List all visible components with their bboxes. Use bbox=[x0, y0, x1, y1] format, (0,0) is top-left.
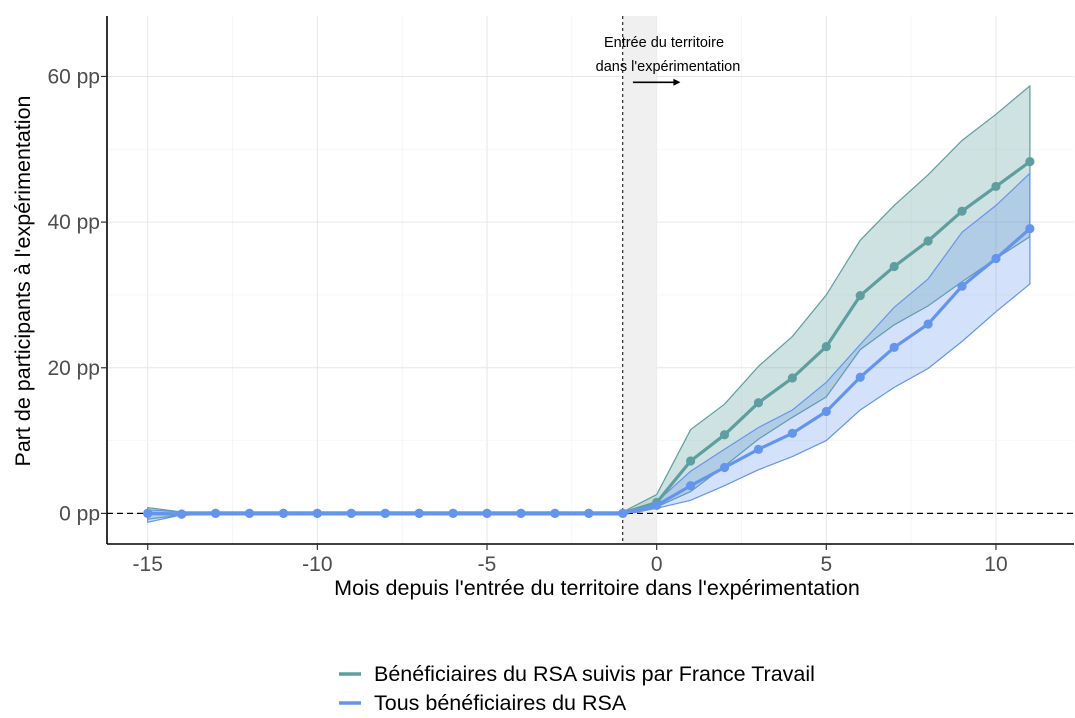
data-point bbox=[516, 508, 526, 519]
data-point bbox=[957, 281, 967, 291]
data-point bbox=[787, 428, 797, 438]
data-point bbox=[177, 509, 187, 519]
data-point bbox=[957, 206, 967, 216]
shaded-band bbox=[622, 16, 657, 544]
data-point bbox=[685, 456, 696, 466]
data-point bbox=[584, 508, 594, 519]
data-point bbox=[685, 481, 696, 491]
data-point bbox=[855, 372, 865, 382]
data-point bbox=[991, 253, 1001, 264]
data-point bbox=[550, 508, 560, 519]
y-axis-title: Part de participants à l'expérimentation bbox=[11, 95, 35, 466]
data-point bbox=[1025, 157, 1035, 167]
y-tick-label: 20 pp bbox=[47, 357, 100, 380]
data-point bbox=[346, 508, 356, 519]
data-point bbox=[719, 462, 730, 473]
data-point bbox=[618, 508, 628, 519]
data-point bbox=[821, 406, 831, 417]
y-tick-label: 60 pp bbox=[47, 65, 100, 88]
annotation-arrowhead bbox=[673, 78, 681, 86]
data-point bbox=[753, 398, 764, 408]
x-tick-label: 0 bbox=[651, 553, 663, 576]
annotation-line-1: Entrée du territoire bbox=[604, 35, 724, 51]
data-point bbox=[1025, 224, 1035, 234]
annotation-line-2: dans l'expérimentation bbox=[596, 59, 741, 75]
data-point bbox=[312, 508, 322, 519]
data-point bbox=[855, 291, 865, 301]
x-tick-label: -5 bbox=[478, 553, 497, 576]
data-point bbox=[414, 508, 424, 519]
data-point bbox=[719, 430, 730, 440]
experiment-start-band bbox=[622, 16, 657, 544]
x-tick-label: -15 bbox=[133, 553, 163, 576]
x-tick-label: 10 bbox=[984, 553, 1007, 576]
series-lines bbox=[143, 157, 1035, 519]
data-point bbox=[448, 508, 458, 519]
data-point bbox=[210, 508, 221, 519]
legend: Bénéficiaires du RSA suivis par France T… bbox=[339, 662, 815, 715]
data-point bbox=[889, 342, 899, 352]
confidence-intervals bbox=[147, 84, 1031, 523]
legend-label-tous: Tous bénéficiaires du RSA bbox=[374, 691, 627, 713]
data-point bbox=[821, 342, 831, 352]
data-point bbox=[380, 508, 390, 519]
data-point bbox=[889, 261, 899, 272]
ci-ribbon-series-1 bbox=[147, 84, 1031, 520]
data-point bbox=[923, 319, 933, 329]
data-point bbox=[278, 508, 289, 519]
data-point bbox=[753, 444, 764, 454]
y-tick-label: 0 pp bbox=[59, 502, 100, 525]
y-tick-label: 40 pp bbox=[47, 211, 100, 234]
x-tick-label: 5 bbox=[820, 553, 832, 576]
data-point bbox=[482, 508, 492, 519]
data-point bbox=[787, 373, 797, 383]
data-point bbox=[652, 500, 662, 511]
legend-label-france-travail: Bénéficiaires du RSA suivis par France T… bbox=[374, 662, 815, 686]
data-point bbox=[143, 508, 153, 519]
x-tick-label: -10 bbox=[302, 553, 332, 576]
data-point bbox=[244, 508, 255, 519]
data-point bbox=[923, 236, 933, 246]
annotation: Entrée du territoire dans l'expérimentat… bbox=[596, 35, 741, 86]
x-axis-title: Mois depuis l'entrée du territoire dans … bbox=[334, 576, 860, 600]
data-point bbox=[991, 181, 1001, 192]
axes: -15 -10 -5 0 5 10 0 pp 20 pp 40 pp 60 pp bbox=[47, 16, 1074, 576]
